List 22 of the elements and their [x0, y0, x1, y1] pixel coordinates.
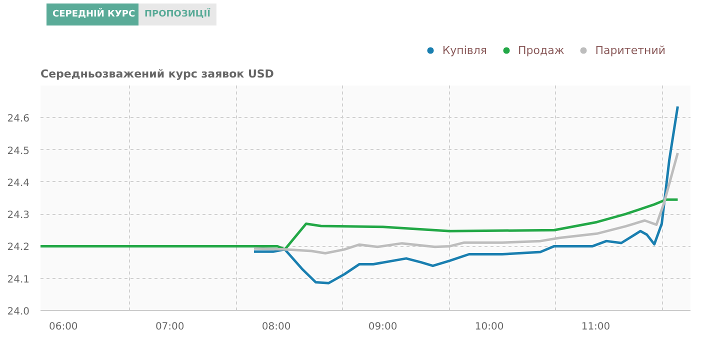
text: СЕРЕДНІЙ КУРС [52, 8, 136, 20]
y-tick-label: 24.0 [7, 306, 30, 318]
y-tick-label: 24.1 [7, 274, 30, 286]
y-tick-label: 24.3 [7, 210, 30, 222]
y-tick-label: 24.6 [7, 114, 30, 125]
x-tick-label: 07:00 [155, 322, 184, 332]
chart-title: Середньозважений курс заявок USD [40, 68, 274, 80]
x-tick-label: 09:00 [368, 322, 398, 332]
x-tick-label: 08:00 [262, 322, 291, 332]
legend-label: Паритетний [595, 44, 666, 56]
legend-label: Купівля [442, 44, 488, 56]
x-tick-label: 06:00 [48, 322, 78, 332]
y-tick-label: 24.4 [7, 178, 30, 189]
legend-label: Продаж [518, 44, 564, 56]
x-tick-label: 11:00 [581, 322, 610, 332]
y-tick-label: 24.5 [7, 146, 30, 157]
text: ПРОПОЗИЦІЇ [144, 8, 212, 20]
line-series [252, 152, 679, 255]
line-series [252, 105, 679, 284]
line-series [40, 198, 679, 251]
x-tick-label: 10:00 [474, 322, 504, 332]
y-tick-label: 24.2 [7, 242, 30, 254]
